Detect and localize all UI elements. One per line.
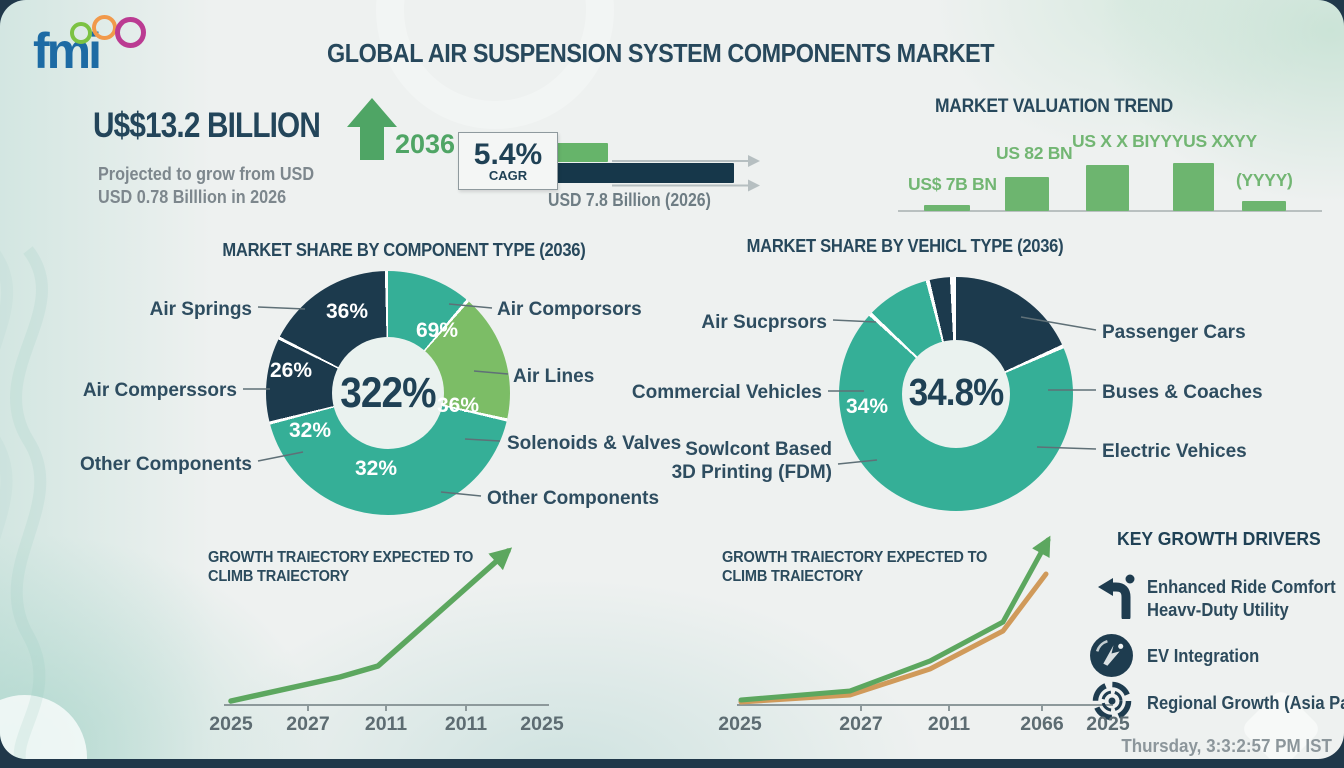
base-value-caption: USD 7.8 Billion (2026): [548, 190, 711, 210]
donut-callout-label: Air Lines: [513, 365, 594, 388]
headline-subtitle-line1: Projected to grow from USD: [98, 164, 315, 184]
donut-callout-line-text: Air Lines: [513, 366, 595, 387]
donut-chart-market-share-vehicle: [839, 277, 1073, 511]
x-axis-label: 2011: [444, 713, 488, 735]
donut-callout-line-text: Buses & Coaches: [1102, 382, 1263, 403]
growth-up-arrow-icon: [347, 98, 397, 160]
donut-hole: [902, 340, 1010, 448]
key-growth-drivers-title: KEY GROWTH DRIVERS: [1117, 528, 1321, 549]
x-axis-label: 2025: [1086, 713, 1130, 735]
donut-callout-line-text: Sowlcont Based: [685, 439, 832, 460]
donut-value-label: 69%: [415, 319, 459, 342]
donut-callout-line-text: Electric Vehices: [1102, 441, 1247, 462]
donut-callout-label: Passenger Cars: [1102, 321, 1246, 344]
headline-subtitle: Projected to grow from USD USD 0.78 Bill…: [98, 163, 314, 209]
donut-value-label: 32%: [354, 457, 398, 480]
donut-chart-market-share-component: [266, 271, 510, 515]
driver-label: Enhanced Ride Comfort: [1147, 577, 1336, 597]
donut-value-label: 36%: [325, 300, 369, 323]
donut-value-label: 26%: [269, 359, 313, 382]
cagr-navy-bar: [556, 163, 734, 183]
donut-callout-label: Solenoids & Valves: [507, 432, 681, 455]
donut-callout-line-text: Other Components: [79, 454, 252, 475]
donut-value-label: 34%: [845, 395, 889, 418]
donut-callout-label: Electric Vehices: [1102, 440, 1247, 463]
valuation-trend-title: MARKET VALUATION TREND: [935, 96, 1173, 117]
regional-growth-icon: [1092, 681, 1132, 721]
x-axis-label: 2027: [286, 713, 330, 735]
growth-mid-title-line1: GROWTH TRAIECTORY EXPECTED TO: [722, 549, 988, 566]
donut-callout-line-text: Air Comporsors: [497, 299, 642, 320]
x-axis-label: 2027: [839, 713, 883, 735]
x-axis-label: 2011: [364, 713, 408, 735]
component-donut-title: MARKET SHARE BY COMPONENT TYPE (2036): [222, 240, 586, 260]
growth-left-title-line1: GROWTH TRAIECTORY EXPECTED TO: [208, 549, 474, 566]
x-axis-label: 2025: [718, 713, 762, 735]
valuation-trend-bar-label: US X X BIYYYUS XXYY: [1072, 131, 1257, 151]
dna-watermark: [10, 246, 48, 759]
donut-callout-label: Air Springs: [150, 298, 252, 321]
valuation-trend-bar: [924, 205, 970, 211]
timestamp: Thursday, 3:3:2:57 PM IST: [1121, 735, 1332, 756]
donut-value-label: 36%: [436, 394, 480, 417]
donut-callout-line-text: Air Comperssors: [82, 380, 237, 401]
donut-callout-label: Air Comporsors: [497, 298, 642, 321]
growth-line-secondary: [738, 571, 1049, 705]
growth-mid-title-line2: CLIMB TRAIECTORY: [722, 568, 864, 585]
donut-value-label: 32%: [288, 419, 332, 442]
target-year: 2036: [395, 129, 456, 159]
donut-callout-line-text: Other Components: [487, 488, 660, 509]
dna-watermark: [0, 251, 14, 633]
donut-callout-label: Air Comperssors: [83, 379, 237, 402]
donut-callout-line-text: Air Springs: [149, 299, 252, 320]
vehicle-donut-center-value: 34.8%: [908, 372, 1004, 414]
driver-label: Regional Growth (Asia Pacific): [1147, 693, 1344, 713]
headline-subtitle-line2: USD 0.78 Billlion in 2026: [98, 187, 287, 207]
valuation-trend-bar-label: (YYYY): [1236, 170, 1293, 190]
driver-label: EV Integration: [1147, 646, 1260, 666]
cagr-green-bar: [556, 143, 608, 162]
white-corner-blob: [0, 695, 87, 759]
component-donut-center-value: 322%: [340, 369, 436, 417]
page-title: GLOBAL AIR SUSPENSION SYSTEM COMPONENTS …: [327, 38, 995, 68]
growth-left-title: GROWTH TRAIECTORY EXPECTED TO CLIMB TRAI…: [208, 548, 473, 586]
ev-integration-icon: [1090, 634, 1133, 677]
driver-label: Heavv-Duty Utility: [1147, 600, 1289, 620]
logo-dot-magenta-icon: [115, 17, 146, 48]
donut-callout-line-text: 3D Printing (FDM): [671, 462, 832, 483]
valuation-trend-bar-label: US 82 BN: [996, 143, 1073, 163]
donut-callout-line-text: Passenger Cars: [1102, 322, 1246, 343]
logo-dot-orange-icon: [92, 15, 117, 40]
ride-comfort-icon: [1098, 574, 1135, 619]
donut-callout-line-text: Commercial Vehicles: [631, 382, 822, 403]
valuation-trend-bar: [1242, 201, 1286, 211]
donut-callout-line-text: Air Sucprsors: [701, 312, 827, 333]
logo-dot-green-icon: [70, 22, 92, 44]
headline-value: U$$13.2 BILLION: [93, 106, 321, 145]
valuation-trend-bar: [1005, 177, 1049, 211]
donut-callout-label: Other Components: [80, 453, 252, 476]
donut-hole: [332, 337, 444, 449]
growth-mid-title: GROWTH TRAIECTORY EXPECTED TO CLIMB TRAI…: [722, 548, 987, 586]
x-axis-label: 2025: [209, 713, 253, 735]
cagr-value: 5.4%: [473, 137, 543, 171]
donut-callout-label: Air Sucprsors: [701, 311, 827, 334]
cagr-label: CAGR: [488, 167, 528, 183]
valuation-trend-bar-label: US$ 7B BN: [908, 174, 997, 194]
x-axis-label: 2025: [520, 713, 564, 735]
donut-callout-label: Sowlcont Based 3D Printing (FDM): [672, 438, 832, 484]
x-axis-label: 2066: [1020, 713, 1064, 735]
donut-callout-label: Commercial Vehicles: [632, 381, 822, 404]
donut-callout-label: Buses & Coaches: [1102, 381, 1263, 404]
x-axis-label: 2011: [927, 713, 971, 735]
cagr-box: 5.4% CAGR: [458, 132, 558, 190]
donut-callout-label: Other Components: [487, 487, 659, 510]
growth-left-title-line2: CLIMB TRAIECTORY: [208, 568, 350, 585]
valuation-trend-bar: [1086, 165, 1129, 211]
donut-callout-line-text: Solenoids & Valves: [507, 433, 682, 454]
valuation-trend-bar: [1173, 163, 1214, 211]
vehicle-donut-title: MARKET SHARE BY VEHICL TYPE (2036): [746, 236, 1064, 256]
